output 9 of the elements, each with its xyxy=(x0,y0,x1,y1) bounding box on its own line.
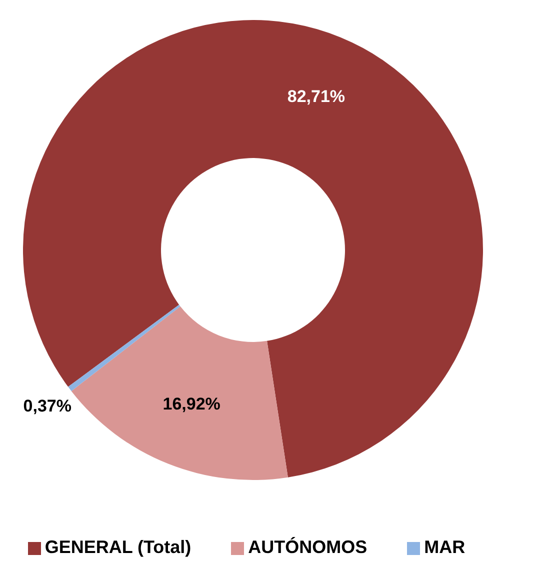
data-label: 0,37% xyxy=(23,396,72,416)
data-label: 16,92% xyxy=(162,394,220,414)
donut-slice xyxy=(68,304,180,392)
legend-label: GENERAL (Total) xyxy=(44,537,192,557)
legend-label: AUTÓNOMOS xyxy=(248,537,368,557)
donut-slice xyxy=(23,20,483,478)
legend-label: MAR xyxy=(424,537,466,557)
data-label: 82,71% xyxy=(287,87,346,106)
donut-slice xyxy=(71,306,288,480)
